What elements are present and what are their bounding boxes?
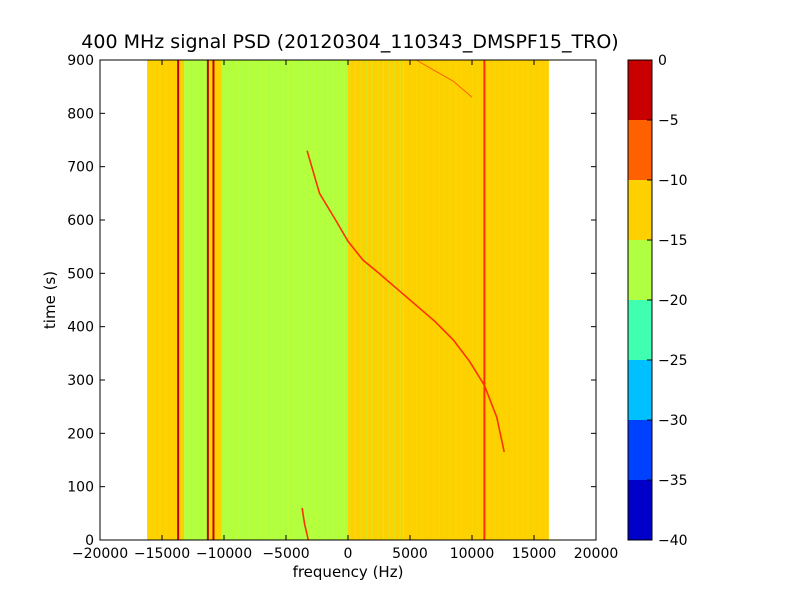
x-tick-label: 5000 (392, 546, 428, 562)
chart-title: 400 MHz signal PSD (20120304_110343_DMSP… (81, 31, 618, 53)
colorbar-segment (628, 420, 652, 480)
colorbar-segment (628, 360, 652, 420)
colorbar-tick-label: −25 (658, 353, 688, 369)
y-tick-label: 600 (67, 213, 94, 229)
colorbar-tick-label: −5 (658, 113, 679, 129)
colorbar: −40 −35 −30 −25 −20 −15 −10 −5 0 (627, 53, 688, 549)
x-tick-label: −10000 (196, 546, 252, 562)
doppler-signal-curve-lower (301, 507, 310, 541)
colorbar-tick-label: −10 (658, 173, 688, 189)
x-tick-label: −20000 (72, 546, 128, 562)
y-tick-label: 500 (67, 266, 94, 282)
x-axis-ticks: −20000 −15000 −10000 −5000 0 5000 10000 15000 20… (72, 60, 618, 562)
colorbar-tick-label: −20 (658, 293, 688, 309)
colorbar-tick-label: 0 (658, 53, 667, 69)
colorbar-segment (628, 60, 652, 120)
doppler-signal-curve (306, 150, 505, 453)
y-axis-ticks: 0 100 200 300 400 500 600 700 800 900 (67, 53, 596, 549)
y-tick-label: 200 (67, 426, 94, 442)
colorbar-tick-label: −35 (658, 473, 688, 489)
psd-band-4 (348, 60, 404, 540)
y-tick-label: 400 (67, 320, 94, 336)
colorbar-tick-label: −30 (658, 413, 688, 429)
y-tick-label: 100 (67, 480, 94, 496)
y-tick-label: 700 (67, 160, 94, 176)
y-tick-label: 900 (67, 53, 94, 69)
colorbar-tick-label: −15 (658, 233, 688, 249)
y-tick-label: 0 (85, 533, 94, 549)
psd-band-1 (184, 60, 210, 540)
x-tick-label: −15000 (134, 546, 190, 562)
y-axis-label: time (s) (41, 271, 59, 329)
colorbar-segment (628, 480, 652, 540)
psd-band-2 (209, 60, 222, 540)
x-tick-label: 10000 (450, 546, 495, 562)
x-tick-label: −5000 (262, 546, 309, 562)
psd-striations (148, 60, 546, 540)
heatmap-area (147, 59, 549, 541)
colorbar-tick-label: −40 (658, 533, 688, 549)
doppler-signal-curve-upper (415, 59, 473, 98)
x-tick-label: 0 (344, 546, 353, 562)
y-tick-label: 800 (67, 106, 94, 122)
y-tick-label: 300 (67, 373, 94, 389)
colorbar-segment (628, 180, 652, 240)
colorbar-segment (628, 300, 652, 360)
colorbar-segment (628, 120, 652, 180)
x-axis-label: frequency (Hz) (293, 563, 404, 581)
colorbar-segment (628, 240, 652, 300)
x-tick-label: 20000 (574, 546, 619, 562)
psd-band-3 (221, 60, 348, 540)
psd-band-5 (403, 60, 549, 540)
x-tick-label: 15000 (512, 546, 557, 562)
